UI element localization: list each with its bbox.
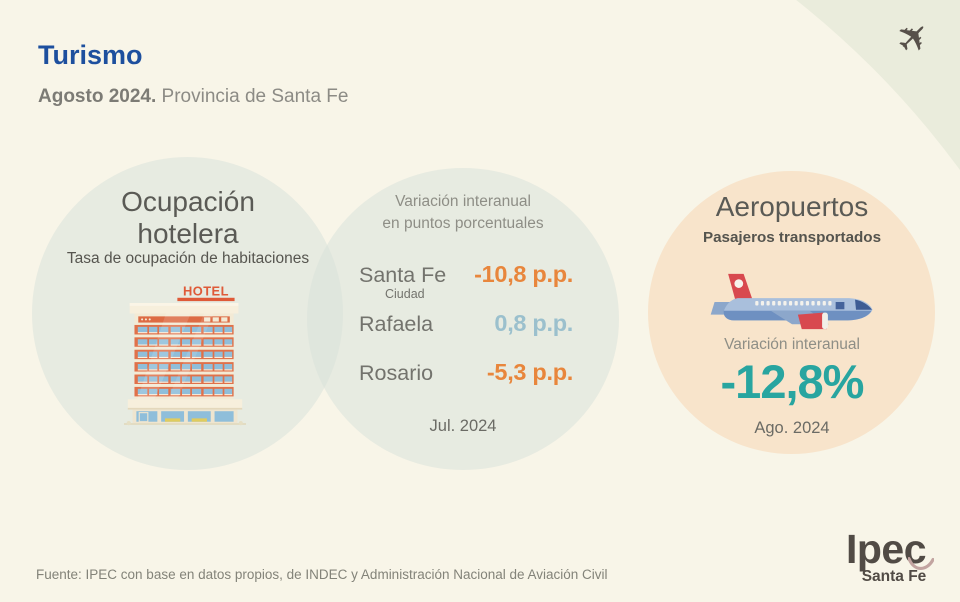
city-value: -10,8 p.p. bbox=[474, 261, 573, 287]
airports-period: Ago. 2024 bbox=[754, 419, 830, 437]
city-row-rafaela: Rafaela 0,8 p.p. bbox=[359, 310, 573, 337]
variation-header-line2: en puntos porcentuales bbox=[382, 215, 544, 232]
page-title: Turismo bbox=[38, 40, 143, 70]
city-row-rosario: Rosario -5,3 p.p. bbox=[359, 359, 573, 386]
variation-header-line1: Variación interanual bbox=[395, 193, 531, 210]
subtitle-period: Agosto 2024. bbox=[38, 86, 157, 107]
ipec-logo: Ipec Santa Fe bbox=[830, 529, 942, 586]
logo-wordmark: Ipec bbox=[845, 526, 927, 572]
hotel-illustration: HOTEL bbox=[123, 283, 247, 426]
hotel-title-line2: hotelera bbox=[137, 217, 239, 249]
airports-value: -12,8% bbox=[720, 355, 865, 408]
corner-plane-icon: ✈ bbox=[886, 10, 942, 66]
city-name: Rosario bbox=[359, 361, 434, 385]
city-note: Ciudad bbox=[385, 287, 425, 301]
city-name: Rafaela bbox=[359, 312, 434, 336]
airports-subtitle: Pasajeros transportados bbox=[702, 229, 882, 246]
city-row-santa-fe: Santa Fe -10,8 p.p. bbox=[359, 261, 573, 288]
airplane-illustration bbox=[710, 273, 873, 330]
hotel-section-subtitle: Tasa de ocupación de habitaciones bbox=[66, 250, 310, 267]
page-subtitle: Agosto 2024. Provincia de Santa Fe bbox=[38, 86, 348, 108]
variation-period: Jul. 2024 bbox=[429, 417, 497, 435]
subtitle-region: Provincia de Santa Fe bbox=[156, 86, 349, 107]
hotel-title-line1: Ocupación bbox=[121, 186, 255, 217]
logo-text: Ipec bbox=[845, 526, 935, 572]
variation-circle bbox=[307, 168, 619, 470]
airports-title: Aeropuertos bbox=[715, 191, 869, 222]
logo-swoosh bbox=[908, 556, 935, 570]
hotel-sign: HOTEL bbox=[183, 283, 229, 298]
footer-source: Fuente: IPEC con base en datos propios, … bbox=[36, 567, 608, 582]
variation-rows: Santa Fe -10,8 p.p. Ciudad Rafaela 0,8 p… bbox=[359, 261, 573, 386]
logo-region: Santa Fe bbox=[861, 568, 927, 585]
city-name: Santa Fe bbox=[359, 263, 447, 287]
hotel-section-title: Ocupación hotelera bbox=[52, 186, 324, 250]
city-value: -5,3 p.p. bbox=[486, 359, 573, 385]
city-value: 0,8 p.p. bbox=[494, 310, 573, 336]
variation-header: Variación interanual en puntos porcentua… bbox=[347, 191, 579, 235]
airports-variation-label: Variación interanual bbox=[724, 336, 860, 353]
